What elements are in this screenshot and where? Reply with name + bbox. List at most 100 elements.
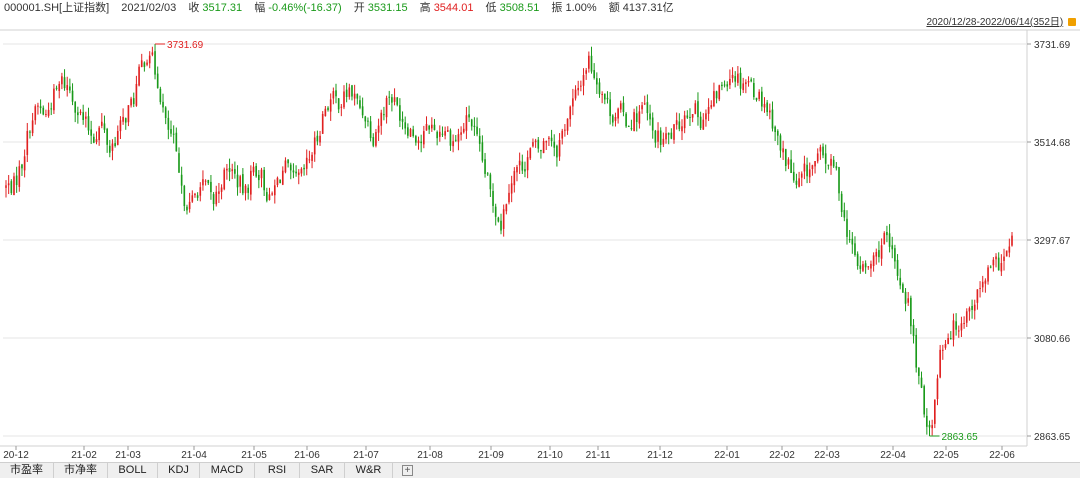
candle: [194, 192, 196, 198]
candle: [204, 179, 207, 186]
candle: [542, 138, 545, 154]
candle: [74, 100, 77, 123]
candle: [510, 175, 513, 203]
candle: [407, 123, 409, 139]
candle: [156, 66, 159, 89]
candle: [465, 106, 468, 139]
candle: [838, 166, 840, 201]
candle: [111, 139, 114, 161]
candle: [23, 149, 26, 178]
indicator-tab[interactable]: BOLL: [108, 463, 158, 478]
candle: [162, 93, 164, 113]
candle: [340, 104, 343, 117]
close-value: 3517.31: [202, 2, 243, 14]
candle: [723, 80, 726, 88]
candle: [231, 163, 234, 180]
candle: [862, 260, 864, 273]
candle: [827, 164, 830, 170]
candle: [965, 308, 968, 327]
candle: [614, 112, 617, 127]
candle: [247, 184, 250, 200]
candle: [931, 419, 933, 436]
candle: [761, 86, 763, 112]
indicator-tab[interactable]: SAR: [300, 463, 345, 478]
candle: [268, 187, 271, 201]
x-tick-label: 22-04: [880, 450, 906, 461]
change-label: 幅: [254, 2, 266, 14]
candle: [369, 116, 372, 142]
x-axis: 20-12 21-02 21-03 21-04 21-05 21-06 21-07 21-08…: [3, 446, 1015, 461]
high-label: 高: [419, 2, 431, 14]
plus-icon[interactable]: +: [402, 465, 413, 476]
candle: [529, 147, 532, 161]
candle: [915, 328, 918, 373]
candle: [130, 96, 132, 108]
indicator-tab[interactable]: KDJ: [158, 463, 200, 478]
candle: [383, 106, 385, 121]
candle: [1011, 232, 1013, 247]
candle: [526, 150, 529, 179]
candle: [5, 180, 7, 198]
candle: [952, 313, 955, 347]
candle: [782, 140, 784, 160]
candle: [790, 150, 792, 174]
indicator-tab[interactable]: 市盈率: [0, 463, 54, 478]
candle: [641, 101, 643, 114]
candle: [686, 110, 689, 119]
candle: [870, 260, 872, 277]
candle: [638, 105, 641, 129]
indicator-tab[interactable]: MACD: [200, 463, 255, 478]
lock-icon[interactable]: [1068, 18, 1076, 26]
candle: [960, 316, 963, 337]
candle: [502, 204, 505, 237]
candle: [327, 106, 329, 112]
candle: [737, 66, 739, 86]
indicator-tab[interactable]: W&R: [345, 463, 393, 478]
candle: [603, 93, 606, 105]
candle: [417, 136, 420, 150]
candle: [329, 93, 332, 121]
candle: [787, 157, 790, 170]
candle: [452, 134, 454, 153]
candle: [572, 88, 574, 116]
candle: [103, 115, 106, 133]
x-tick-label: 22-05: [933, 450, 959, 461]
candle: [367, 117, 369, 127]
y-tick-label: 2863.65: [1034, 432, 1071, 443]
date-range-selector[interactable]: 2020/12/28-2022/06/14(352日): [926, 16, 1076, 30]
candle: [622, 96, 625, 117]
candle: [705, 109, 707, 127]
y-tick-label: 3080.66: [1034, 334, 1071, 345]
candle: [61, 72, 63, 90]
candle: [332, 87, 335, 105]
grid-lines: [0, 29, 1080, 447]
candle: [995, 253, 997, 268]
candle: [361, 97, 364, 119]
candle: [758, 89, 760, 102]
indicator-tab[interactable]: 市净率: [54, 463, 108, 478]
candle: [755, 97, 758, 102]
candle: [590, 46, 593, 74]
candle: [933, 399, 936, 429]
candle: [359, 95, 361, 110]
indicator-tab[interactable]: RSI: [255, 463, 300, 478]
candle: [228, 158, 231, 182]
candle: [191, 190, 194, 203]
x-tick-label: 22-06: [989, 450, 1015, 461]
date-range-text[interactable]: 2020/12/28-2022/06/14(352日): [926, 17, 1064, 28]
amount-value: 4137.31亿: [622, 2, 674, 14]
candle: [768, 103, 771, 120]
candle: [633, 108, 635, 132]
candle: [82, 104, 85, 125]
candle: [58, 81, 61, 99]
candle: [178, 147, 180, 173]
candle: [673, 123, 675, 144]
candle: [691, 114, 694, 123]
candle: [683, 110, 686, 134]
candle: [34, 104, 37, 125]
y-tick-label: 3731.69: [1034, 40, 1071, 51]
candle: [337, 98, 340, 114]
x-tick-label: 21-04: [181, 450, 207, 461]
candle: [263, 166, 265, 197]
